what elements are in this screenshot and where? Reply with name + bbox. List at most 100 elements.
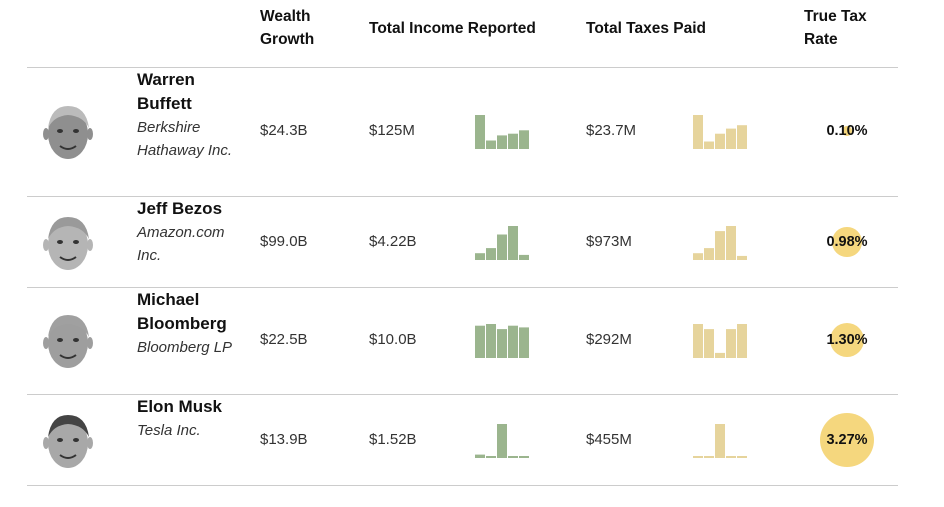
income-sparkline	[475, 324, 529, 358]
income-sparkline	[475, 115, 529, 149]
taxes-bar-4	[726, 456, 736, 458]
tax-rate-label: 0.10%	[826, 123, 868, 139]
row-divider	[27, 394, 898, 395]
face-shape	[48, 109, 88, 159]
true-tax-rate-cell: 3.27%	[817, 410, 877, 470]
income-bar-2	[486, 248, 496, 260]
taxes-bar-5	[737, 255, 747, 260]
taxes-bar-5	[737, 324, 747, 358]
eye-left	[57, 338, 63, 342]
wealth-growth-value: $24.3B	[260, 122, 308, 139]
ear-left	[43, 128, 49, 140]
taxes-bar-3	[715, 231, 725, 260]
taxes-bar-5	[737, 125, 747, 149]
avatar	[43, 415, 93, 468]
table-row-elon-musk: Elon Musk Tesla Inc. $13.9B $1.52B $455M 3.27…	[27, 395, 898, 486]
true-tax-rate-cell: 0.98%	[817, 212, 877, 272]
taxes-sparkline	[693, 115, 747, 149]
income-bar-4	[508, 133, 518, 149]
income-bar-1	[475, 115, 485, 149]
taxes-sparkline	[693, 424, 747, 458]
face-shape	[48, 220, 88, 270]
tax-rate-bubble	[832, 227, 862, 257]
taxes-bar-3	[715, 424, 725, 458]
income-bar-1	[475, 253, 485, 260]
person-info: Michael Bloomberg Bloomberg LP	[137, 288, 252, 359]
ear-right	[87, 437, 93, 449]
total-income-value: $4.22B	[369, 233, 417, 250]
hair-shape	[48, 315, 89, 337]
avatar	[43, 217, 93, 270]
taxes-bar-2	[704, 329, 714, 358]
taxes-bar-1	[693, 253, 703, 260]
eye-right	[73, 240, 79, 244]
income-bar-4	[508, 325, 518, 358]
mouth	[59, 256, 77, 261]
income-bar-2	[486, 456, 496, 458]
income-bar-1	[475, 325, 485, 358]
total-taxes-value: $973M	[586, 233, 632, 250]
income-sparkline	[475, 424, 529, 458]
income-bar-4	[508, 226, 518, 260]
taxes-bar-3	[715, 133, 725, 149]
taxes-bar-2	[704, 141, 714, 149]
tax-rate-bubble	[820, 413, 874, 467]
table-row-michael-bloomberg: Michael Bloomberg Bloomberg LP $22.5B $10.0…	[27, 288, 898, 395]
row-divider	[27, 196, 898, 197]
income-bar-5	[519, 130, 529, 149]
company-name: Bloomberg LP	[137, 339, 233, 356]
header-true-tax-rate: True Tax Rate	[804, 8, 867, 48]
person-info: Elon Musk Tesla Inc.	[137, 395, 252, 442]
taxes-bar-4	[726, 128, 736, 149]
income-bar-3	[497, 329, 507, 358]
total-income-value: $10.0B	[369, 331, 417, 348]
eye-left	[57, 438, 63, 442]
company-name: Amazon.com Inc.	[137, 224, 225, 264]
hair-shape	[48, 106, 89, 128]
ear-right	[87, 337, 93, 349]
taxes-sparkline	[693, 226, 747, 260]
taxes-bar-2	[704, 248, 714, 260]
taxes-bar-1	[693, 324, 703, 358]
row-divider	[27, 287, 898, 288]
income-bar-4	[508, 456, 518, 458]
wealth-growth-value: $22.5B	[260, 331, 308, 348]
person-info: Jeff Bezos Amazon.com Inc.	[137, 197, 252, 267]
header-total-taxes: Total Taxes Paid	[586, 20, 707, 37]
taxes-sparkline	[693, 324, 747, 358]
total-taxes-value: $455M	[586, 431, 632, 448]
income-bar-5	[519, 327, 529, 358]
eye-right	[73, 438, 79, 442]
taxes-bar-4	[726, 329, 736, 358]
ear-left	[43, 437, 49, 449]
hair-shape	[48, 217, 89, 239]
ear-left	[43, 337, 49, 349]
total-taxes-value: $23.7M	[586, 122, 637, 139]
person-name: Jeff Bezos	[137, 199, 223, 218]
person-name: Elon Musk	[137, 397, 223, 416]
tax-rate-label: 1.30%	[826, 332, 868, 348]
income-bar-2	[486, 140, 496, 149]
tax-rate-label: 3.27%	[826, 432, 868, 448]
person-name: Warren Buffett	[137, 70, 195, 113]
income-bar-3	[497, 234, 507, 260]
total-income-value: $125M	[369, 122, 415, 139]
true-tax-rate-cell: 1.30%	[817, 310, 877, 370]
taxes-bar-4	[726, 226, 736, 260]
total-income-value: $1.52B	[369, 431, 417, 448]
mouth	[59, 354, 77, 359]
company-name: Berkshire Hathaway Inc.	[137, 119, 233, 159]
taxes-bar-1	[693, 115, 703, 149]
mouth	[59, 145, 77, 150]
avatar	[43, 106, 93, 159]
taxes-bar-2	[704, 456, 714, 458]
face-shape	[48, 418, 88, 468]
row-divider	[27, 485, 898, 486]
income-bar-5	[519, 254, 529, 260]
income-bar-2	[486, 324, 496, 358]
mouth	[59, 454, 77, 459]
avatar	[43, 315, 93, 368]
wealth-growth-value: $99.0B	[260, 233, 308, 250]
table-row-jeff-bezos: Jeff Bezos Amazon.com Inc. $99.0B $4.22B $97…	[27, 197, 898, 288]
face-shape	[48, 318, 88, 368]
